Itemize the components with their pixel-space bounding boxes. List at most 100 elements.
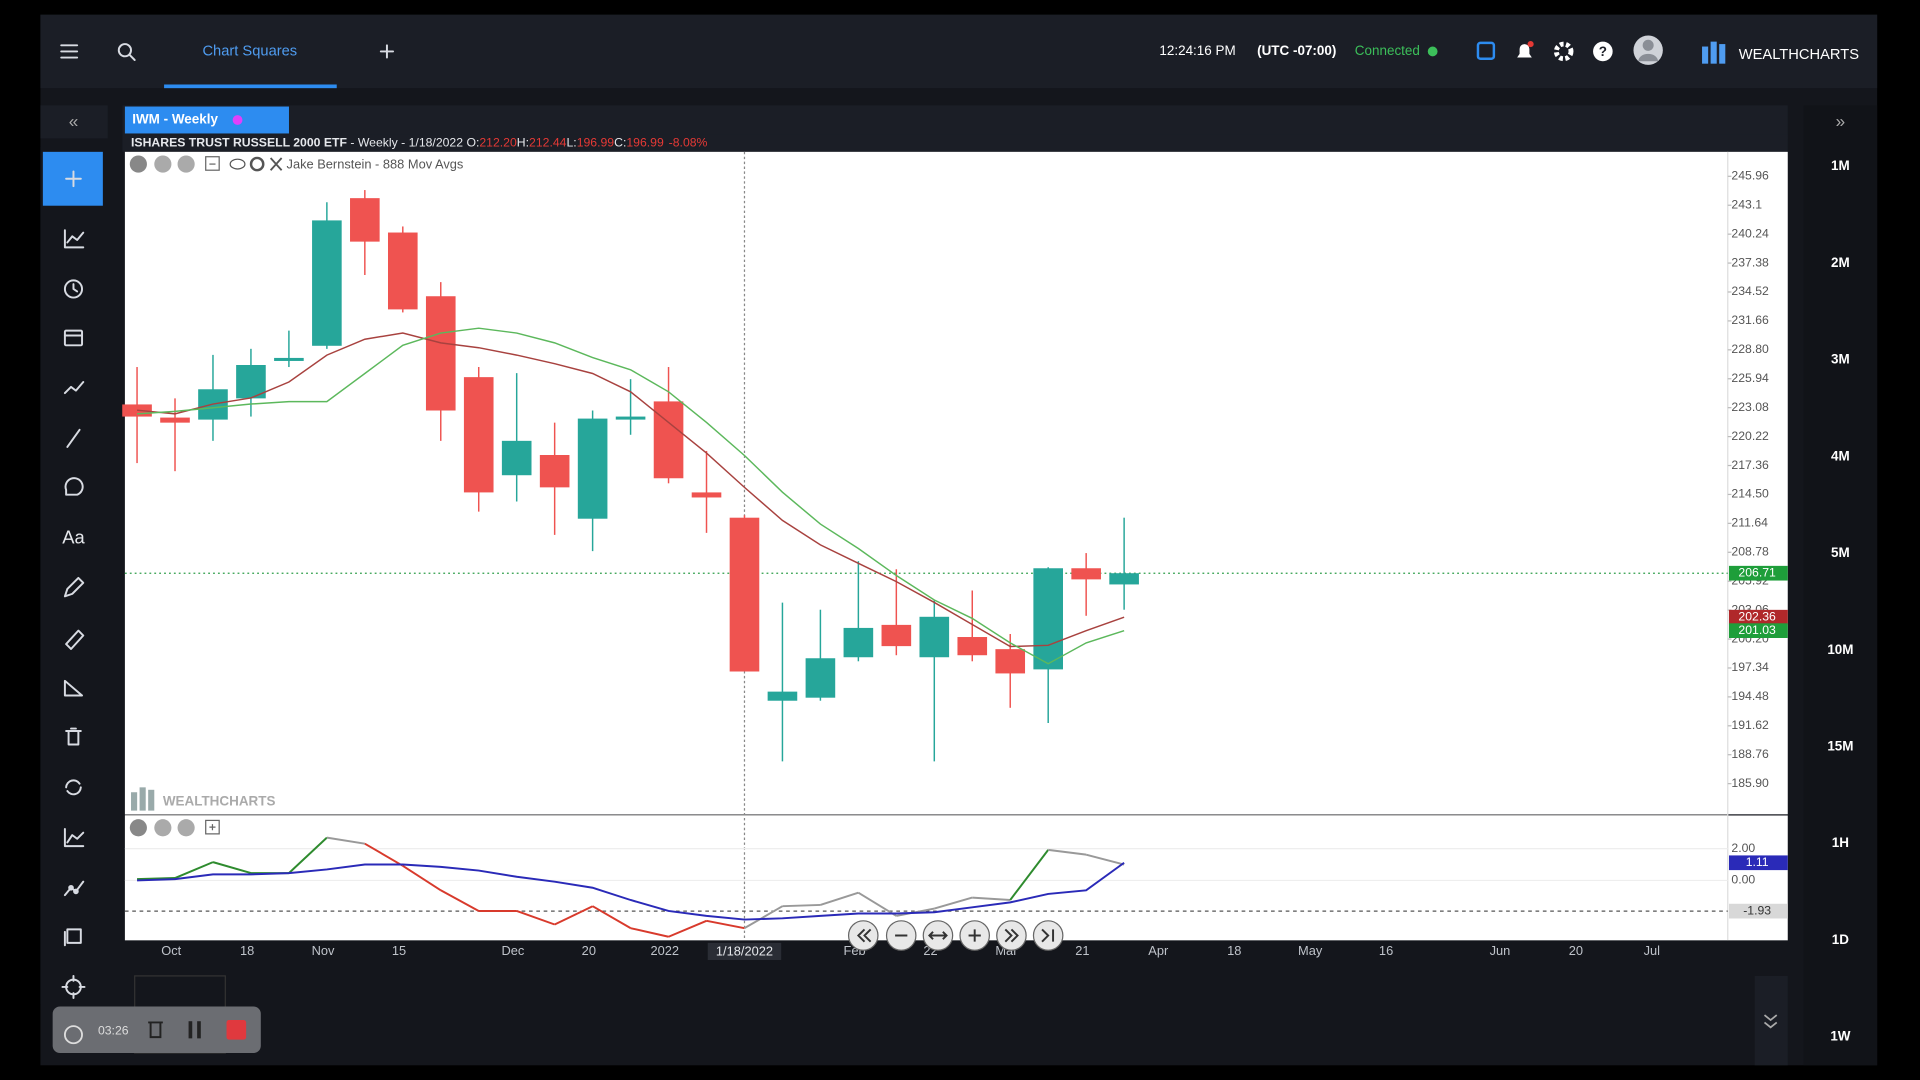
timeframe-button[interactable]: 1M	[1831, 158, 1850, 173]
alert-badge	[1527, 41, 1534, 48]
y-tick-label: 220.22	[1731, 429, 1769, 443]
oscillator-segment	[174, 861, 214, 879]
candle-body	[615, 416, 646, 420]
ohlc-key: C:	[614, 135, 626, 149]
timeframe-button[interactable]: 1D	[1832, 932, 1849, 947]
candle-body	[995, 649, 1026, 674]
watermark: WEALTHCHARTS	[163, 794, 276, 809]
candle-body	[350, 198, 380, 242]
alerts-button[interactable]	[1517, 44, 1532, 58]
candle-body	[577, 418, 608, 519]
y-tick-label: 225.94	[1731, 371, 1769, 385]
x-tick-label: 20	[582, 943, 596, 958]
recorder-pause[interactable]	[188, 1021, 201, 1039]
price-tag-label: 206.71	[1738, 565, 1776, 579]
recorder	[52, 1006, 261, 1054]
oscillator-segment	[630, 927, 669, 938]
collapse-left[interactable]	[40, 105, 108, 139]
status-dot	[1427, 46, 1438, 57]
brand-name: WEALTHCHARTS	[1739, 47, 1859, 63]
settings-button[interactable]	[1553, 41, 1574, 62]
oscillator-segment	[554, 905, 594, 926]
oscillator-segment	[516, 910, 555, 926]
price-tag-label: 202.36	[1738, 609, 1776, 623]
oscillator-segment	[440, 889, 480, 912]
menu-button[interactable]	[60, 44, 79, 59]
candle-body	[653, 401, 684, 479]
y-tick-label: 0.00	[1731, 873, 1755, 887]
timeframe-button[interactable]: 5M	[1831, 545, 1850, 560]
text-tool[interactable]: Aa	[62, 527, 85, 548]
candle-body	[387, 232, 418, 310]
ohlc-value: 212.44	[529, 135, 567, 149]
candle-body	[1071, 568, 1101, 580]
help-icon: ?	[1599, 44, 1607, 59]
x-tick-label: 18	[240, 943, 254, 958]
timeframe-button[interactable]: 10M	[1827, 642, 1853, 657]
left-toolbar	[40, 146, 108, 1005]
moving-average	[136, 327, 1125, 665]
oscillator-segment	[743, 905, 783, 930]
add-tab-button[interactable]	[379, 44, 395, 59]
x-tick-label: Jun	[1490, 943, 1511, 958]
oscillator-segment	[706, 919, 745, 930]
timeframe-button[interactable]: 2M	[1831, 255, 1850, 270]
price-tag	[1728, 623, 1788, 638]
level-label: -1.93	[1743, 903, 1771, 917]
timeframe-button[interactable]: 4M	[1831, 448, 1850, 463]
recorder-time: 03:26	[98, 1023, 129, 1037]
candle-body	[843, 627, 874, 658]
oscillator-segment	[972, 896, 1011, 901]
oscillator-segment	[1009, 849, 1049, 901]
chart-tab-label: IWM - Weekly	[132, 112, 218, 127]
price-tag	[1728, 565, 1788, 581]
tab-label[interactable]: Chart Squares	[202, 43, 297, 59]
signal-line	[137, 861, 1125, 921]
collapse-right-icon[interactable]: »	[1836, 111, 1846, 131]
indicator-controls[interactable]	[129, 155, 283, 837]
search-button[interactable]	[117, 43, 136, 61]
timezone[interactable]: (UTC -07:00)	[1257, 43, 1336, 58]
candle-body	[236, 365, 266, 399]
timeframe-button[interactable]: 15M	[1827, 739, 1853, 754]
candle-body	[691, 492, 722, 498]
toolbar-icons[interactable]	[61, 229, 86, 999]
save-button[interactable]	[1476, 41, 1496, 60]
oscillator-segment	[820, 891, 859, 906]
candle-body	[957, 637, 988, 656]
x-tick-label: 16	[1379, 943, 1393, 958]
oscillator-segment	[1048, 848, 1087, 856]
candle-body	[881, 624, 912, 647]
timeframe-button[interactable]: 1H	[1832, 835, 1849, 850]
timeframe-button[interactable]: 3M	[1831, 352, 1850, 367]
oscillator-segment	[288, 836, 328, 874]
ohlc-value: 196.99	[626, 135, 664, 149]
price-panel	[124, 151, 1788, 815]
timeframe-button[interactable]: 1W	[1830, 1029, 1850, 1044]
expand-bottom[interactable]	[1754, 975, 1788, 1066]
x-tick-label: 15	[392, 943, 406, 958]
candle-body	[312, 220, 342, 346]
crosshair-label: 1/18/2022	[716, 943, 773, 958]
header-strip	[122, 134, 1788, 152]
y-tick-label: 217.36	[1731, 458, 1769, 472]
avatar-body	[1638, 53, 1658, 62]
chart-navigation[interactable]	[847, 920, 1064, 951]
timeframe-list: 1M 2M 3M 4M 5M 10M 15M 1H 1D 1W	[1827, 158, 1853, 1044]
add-icon	[65, 170, 82, 188]
y-tick-label: 223.08	[1731, 400, 1769, 414]
x-tick-label: Oct	[161, 943, 181, 958]
recorder-delete[interactable]	[148, 1021, 163, 1039]
help-button[interactable]	[1593, 41, 1613, 62]
ohlc-value: 196.99	[577, 135, 615, 149]
chart-tab[interactable]	[124, 106, 289, 134]
symbol-header: ISHARES TRUST RUSSELL 2000 ETF - Weekly …	[131, 135, 708, 149]
ohlc-key: O:	[466, 135, 479, 149]
moving-average	[136, 332, 1125, 648]
oscillator-segment	[212, 861, 252, 875]
price-tag	[1728, 609, 1788, 625]
brand-logo	[1702, 41, 1726, 64]
candle-body	[539, 454, 570, 488]
recorder-stop[interactable]	[226, 1020, 247, 1040]
